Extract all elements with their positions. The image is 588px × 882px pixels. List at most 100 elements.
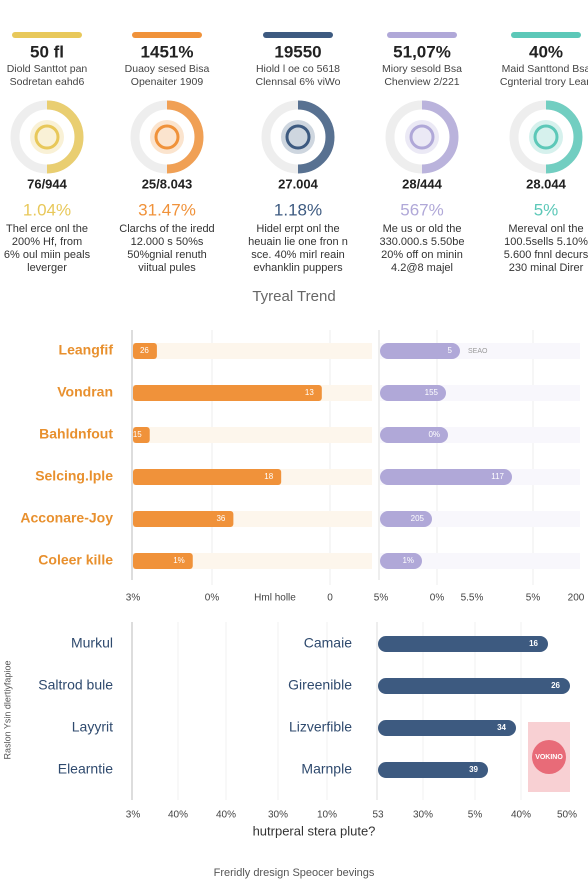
donut-arc (46, 100, 84, 174)
x-tick-label: 0% (430, 593, 445, 604)
kpi-value: 51,07% (393, 42, 451, 61)
kpi-percent: 5% (534, 200, 559, 219)
x-tick-label: 53 (372, 810, 384, 821)
kpi-subtitle: Maid Santtond Bsa (502, 63, 588, 75)
category-label: Vondran (57, 384, 113, 400)
bar (378, 762, 488, 778)
kpi-description: 12.000 s 50%s (131, 236, 204, 248)
bar-label: 155 (425, 388, 439, 397)
bar (133, 511, 234, 527)
category-label: Marnple (301, 761, 352, 777)
bar-label: 36 (216, 514, 225, 523)
kpi-subtitle: Miory sesold Bsa (382, 63, 462, 75)
kpi-accent (263, 32, 333, 38)
category-label: Saltrod bule (38, 677, 113, 693)
category-label: Gireenible (288, 677, 352, 693)
x-tick-label: Hml holle (254, 593, 296, 604)
kpi-description: 6% oul miin peals (4, 249, 91, 261)
kpi-accent (511, 32, 581, 38)
x-tick-label: 0 (327, 593, 333, 604)
kpi-number: 28/444 (402, 176, 443, 191)
bar-label: 26 (140, 346, 149, 355)
bar (378, 636, 548, 652)
bar-label: 15 (133, 430, 142, 439)
kpi-percent: 1.04% (23, 200, 71, 219)
bar-label: 26 (551, 681, 560, 690)
kpi-subtitle: Duaoy sesed Bisa (125, 63, 210, 75)
category-label: Coleer kille (38, 552, 113, 568)
kpi-accent (387, 32, 457, 38)
bar-label: 34 (497, 723, 506, 732)
kpi-subtitle: Diold Santtot pan (7, 63, 88, 75)
bar (378, 678, 570, 694)
donut-icon-ring (409, 124, 435, 150)
bar (380, 385, 446, 401)
category-label: Bahldnfout (39, 426, 113, 442)
kpi-value: 1451% (141, 42, 194, 61)
kpi-description: Me us or old the (383, 223, 462, 235)
bar (380, 343, 460, 359)
bar-label: 13 (305, 388, 314, 397)
x-tick-label: 5% (468, 810, 483, 821)
bar-label: 205 (411, 514, 425, 523)
x-tick-label: 50% (557, 810, 577, 821)
kpi-number: 76/944 (27, 176, 68, 191)
kpi-subtitle: Cgnterial trory Lean (500, 76, 588, 88)
donut-arc (166, 100, 204, 174)
kpi-subtitle: Clennsal 6% viWo (255, 76, 340, 88)
bar (133, 385, 322, 401)
bar-note: SEAO (468, 348, 488, 355)
kpi-description: viitual pules (138, 262, 196, 274)
bar (378, 720, 516, 736)
category-label: Selcing.lple (35, 468, 113, 484)
x-tick-label: 5% (526, 593, 541, 604)
kpi-subtitle: Openaiter 1909 (131, 76, 204, 88)
bar-label: 18 (264, 472, 273, 481)
x-tick-label: 40% (511, 810, 531, 821)
bar (133, 343, 157, 359)
kpi-accent (12, 32, 82, 38)
kpi-description: 4.2@8 majel (391, 262, 453, 274)
badge-text: VOKINO (535, 754, 563, 761)
donut-arc (421, 100, 459, 174)
kpi-description: Thel erce onl the (6, 223, 88, 235)
bar-label: 39 (469, 765, 478, 774)
donut-icon-ring (154, 124, 180, 150)
kpi-percent: 567% (400, 200, 443, 219)
category-label: Murkul (71, 635, 113, 651)
kpi-description: evhanklin puppers (253, 262, 343, 274)
kpi-subtitle: Sodretan eahd6 (10, 76, 85, 88)
x-tick-label: 200 (568, 593, 585, 604)
kpi-value: 40% (529, 42, 563, 61)
bar-label: 5 (448, 346, 453, 355)
x-tick-label: 3% (126, 593, 141, 604)
kpi-description: 5.600 fnnl decurs (504, 249, 588, 261)
kpi-description: 20% off on minin (381, 249, 463, 261)
x-tick-label: 40% (216, 810, 236, 821)
donut-icon-ring (34, 124, 60, 150)
bar (133, 469, 282, 485)
bar-label: 1% (173, 556, 185, 565)
bar-label: 1% (402, 556, 414, 565)
donut-icon-ring (285, 124, 311, 150)
kpi-percent: 1.18% (274, 200, 322, 219)
kpi-description: sce. 40% mirl reain (251, 249, 345, 261)
bar-label: 0% (428, 430, 440, 439)
badge-icon (532, 740, 566, 774)
donut-arc (297, 100, 335, 174)
category-label: Camaie (304, 635, 352, 651)
kpi-value: 50 fl (30, 42, 64, 61)
category-label: Layyrit (72, 719, 113, 735)
x-tick-label: 30% (413, 810, 433, 821)
x-tick-label: 3% (126, 810, 141, 821)
x-tick-label: 5.5% (461, 593, 484, 604)
kpi-subtitle: Chenview 2/221 (384, 76, 459, 88)
footer: Freridly dresign Speocer bevings (214, 867, 375, 879)
bar (133, 553, 193, 569)
section-title: Tyreal Trend (252, 288, 335, 305)
kpi-description: 200% Hf, from (12, 236, 82, 248)
category-label: Lizverfible (289, 719, 352, 735)
x-tick-label: 30% (268, 810, 288, 821)
kpi-percent: 31.47% (138, 200, 196, 219)
